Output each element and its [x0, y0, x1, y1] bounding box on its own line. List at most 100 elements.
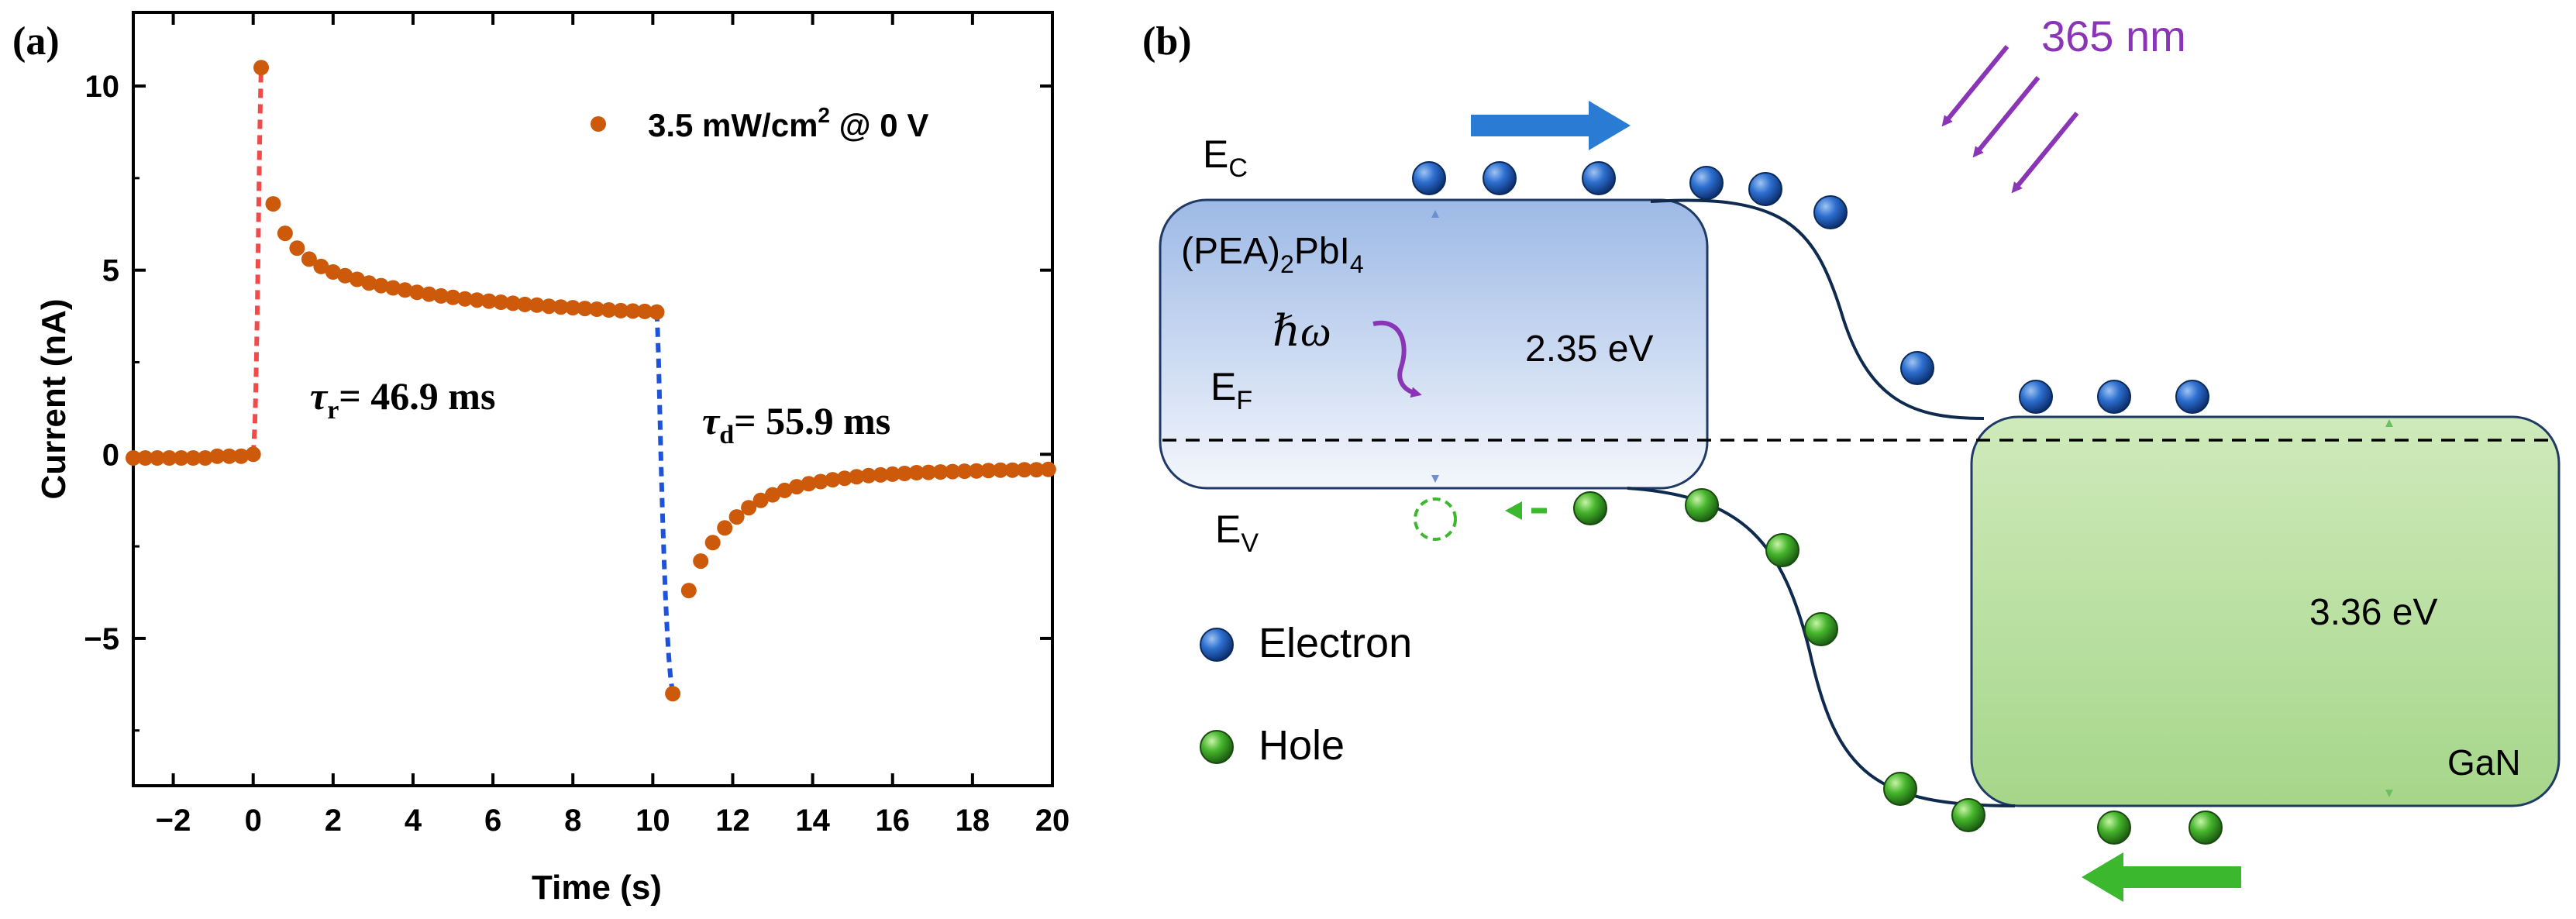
data-point — [717, 520, 733, 536]
data-point — [908, 465, 925, 480]
data-point — [752, 492, 769, 508]
legend-electron-label: Electron — [1259, 620, 1412, 666]
data-point — [728, 509, 745, 525]
hole-icon — [2189, 811, 2223, 845]
panel-a-label: (a) — [12, 19, 60, 64]
data-point — [209, 448, 226, 464]
electron-icon — [1748, 172, 1782, 206]
carrier-legend: Electron Hole — [1200, 620, 1412, 769]
ef-label: EF — [1211, 365, 1252, 415]
photon-excitation-arrow — [1372, 320, 1422, 398]
electron-icon — [1689, 166, 1724, 200]
light-ray-icon — [1941, 45, 2009, 127]
x-tick-label: 4 — [405, 804, 422, 838]
hole-flow-arrow-icon — [2082, 852, 2241, 902]
data-point — [825, 472, 841, 488]
data-point — [161, 450, 177, 466]
data-point — [173, 450, 189, 466]
data-point — [637, 303, 653, 319]
fit-lines — [250, 67, 676, 694]
data-point — [849, 469, 865, 485]
data-point — [801, 476, 817, 492]
data-point — [601, 302, 617, 318]
data-point — [680, 583, 697, 599]
electron-icon — [2175, 380, 2209, 414]
legend-hole-icon — [1200, 730, 1234, 764]
data-point — [517, 296, 533, 312]
x-tick-label: 12 — [715, 804, 750, 838]
x-tick-label: 18 — [956, 804, 990, 838]
data-point — [980, 463, 997, 479]
plot-frame — [132, 11, 1054, 787]
x-axis-ticks: −2 0 2 4 6 8 10 12 14 16 18 20 — [156, 12, 1069, 838]
pea-pbi4-label: (PEA)2PbI4 — [1181, 231, 1364, 278]
data-point — [505, 295, 521, 311]
electron-icon — [1483, 161, 1517, 195]
data-point — [529, 297, 545, 313]
legend-label: 3.5 mW/cm2 @ 0 V — [648, 103, 928, 143]
data-point — [397, 282, 413, 298]
panel-b-label: (b) — [1142, 19, 1192, 64]
data-point — [665, 686, 681, 702]
ev-label: EV — [1215, 508, 1259, 558]
data-point — [577, 301, 593, 317]
hole-icon — [1765, 533, 1799, 567]
x-tick-label: 8 — [564, 804, 581, 838]
data-point — [349, 271, 365, 287]
data-point — [373, 277, 389, 294]
tau-r-annotation: τr= 46.9 ms — [310, 374, 495, 425]
data-point — [625, 303, 641, 319]
x-tick-label: 16 — [875, 804, 910, 838]
data-point — [361, 275, 377, 291]
data-point — [245, 446, 261, 463]
electron-icon — [1900, 351, 1934, 385]
data-point — [265, 196, 281, 212]
data-points — [126, 60, 1056, 702]
x-tick-label: 14 — [795, 804, 830, 838]
photon-energy-label: ℏω — [1273, 308, 1331, 356]
holes — [1573, 488, 2223, 845]
x-tick-label: 10 — [635, 804, 670, 838]
hole-icon — [1685, 488, 1719, 522]
chart-legend: 3.5 mW/cm2 @ 0 V — [591, 103, 928, 143]
y-tick-label: 5 — [102, 254, 119, 288]
data-point — [541, 298, 557, 315]
gan-band-gap-value: 3.36 eV — [2309, 592, 2437, 633]
data-point — [812, 473, 828, 490]
legend-marker — [591, 116, 606, 132]
data-point — [1028, 462, 1045, 478]
light-ray-icon — [1972, 76, 2040, 158]
data-point — [137, 450, 153, 466]
data-point — [253, 60, 269, 76]
data-point — [493, 294, 509, 310]
data-point — [289, 240, 305, 256]
y-tick-label: 10 — [85, 70, 120, 104]
data-point — [860, 467, 876, 484]
electron-icon — [2019, 380, 2053, 414]
x-tick-label: 0 — [245, 804, 262, 838]
data-point — [649, 304, 665, 320]
data-point — [613, 302, 629, 318]
data-point — [693, 553, 709, 570]
data-point — [221, 448, 237, 464]
x-tick-label: 20 — [1035, 804, 1070, 838]
data-point — [873, 466, 889, 483]
data-point — [836, 470, 852, 487]
y-axis-label: Current (nA) — [35, 298, 73, 499]
data-point — [409, 284, 425, 301]
ec-label: EC — [1203, 133, 1248, 183]
hole-icon — [2097, 811, 2131, 845]
data-point — [993, 462, 1008, 478]
data-point — [469, 292, 485, 308]
legend-electron-icon — [1200, 628, 1234, 662]
data-point — [969, 463, 984, 479]
electron-icon — [1582, 161, 1616, 195]
data-point — [741, 500, 757, 516]
data-point — [277, 225, 293, 242]
data-point — [1004, 462, 1021, 478]
data-point — [325, 264, 341, 280]
data-point — [589, 301, 605, 317]
data-point — [897, 466, 913, 481]
data-point — [385, 280, 401, 296]
data-point — [313, 258, 329, 274]
